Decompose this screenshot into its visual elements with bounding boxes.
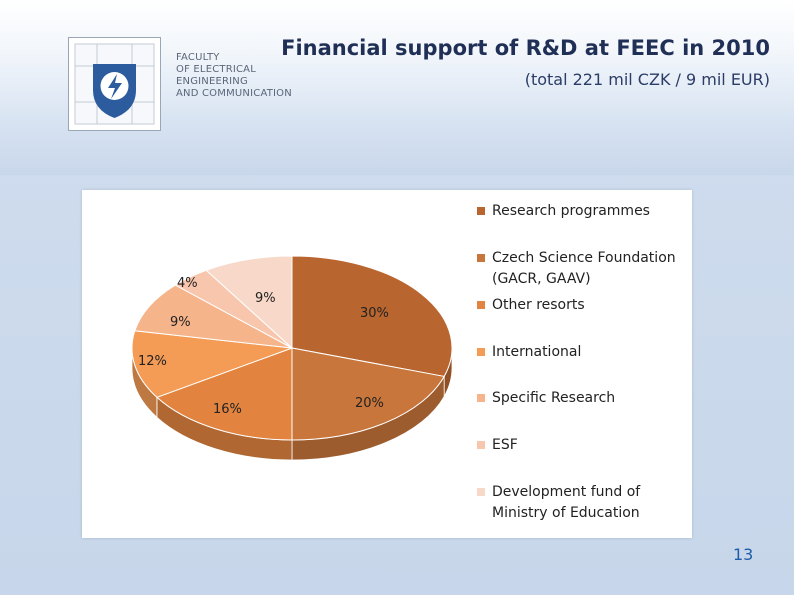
data-label: 20% bbox=[355, 396, 384, 411]
faculty-name: FACULTY OF ELECTRICAL ENGINEERING AND CO… bbox=[176, 52, 292, 100]
slide-subtitle: (total 221 mil CZK / 9 mil EUR) bbox=[524, 70, 770, 89]
data-label: 12% bbox=[138, 354, 167, 369]
pie-slice bbox=[155, 347, 293, 441]
data-label: 9% bbox=[170, 315, 191, 330]
legend-swatch bbox=[477, 394, 485, 402]
legend-label: Czech Science Foundation bbox=[492, 250, 676, 266]
pie-slice bbox=[291, 255, 453, 377]
legend-swatch bbox=[477, 301, 485, 309]
data-label: 16% bbox=[213, 402, 242, 417]
pie-slice bbox=[131, 330, 293, 398]
pie-slice bbox=[291, 347, 445, 441]
pie-chart bbox=[131, 255, 453, 461]
data-label: 4% bbox=[177, 276, 198, 291]
legend-swatch bbox=[477, 348, 485, 356]
legend-label: ESF bbox=[492, 437, 518, 453]
legend-swatch bbox=[477, 207, 485, 215]
pie-slice bbox=[205, 255, 293, 350]
legend-swatch bbox=[477, 441, 485, 449]
faculty-logo bbox=[68, 37, 161, 131]
legend-swatch bbox=[477, 254, 485, 262]
legend-label: Research programmes bbox=[492, 203, 650, 219]
legend-label: (GACR, GAAV) bbox=[492, 271, 591, 287]
faculty-logo-icon bbox=[74, 43, 155, 125]
faculty-line: AND COMMUNICATION bbox=[176, 88, 292, 99]
page-number: 13 bbox=[733, 545, 754, 564]
legend-label: Other resorts bbox=[492, 297, 585, 313]
data-label: 30% bbox=[360, 306, 389, 321]
legend-label: Ministry of Education bbox=[492, 505, 640, 521]
pie-slice bbox=[134, 284, 293, 349]
faculty-line: ENGINEERING bbox=[176, 76, 248, 87]
slide-title: Financial support of R&D at FEEC in 2010 bbox=[281, 36, 770, 60]
legend-label: International bbox=[492, 344, 582, 360]
legend-swatch bbox=[477, 488, 485, 496]
chart-area: 30% 20% 16% 12% 9% 4% 9% Research progra… bbox=[82, 190, 692, 538]
faculty-line: OF ELECTRICAL bbox=[176, 64, 256, 75]
data-label: 9% bbox=[255, 291, 276, 306]
faculty-line: FACULTY bbox=[176, 52, 220, 63]
legend-label: Specific Research bbox=[492, 390, 616, 406]
legend-label: Development fund of bbox=[492, 484, 641, 500]
